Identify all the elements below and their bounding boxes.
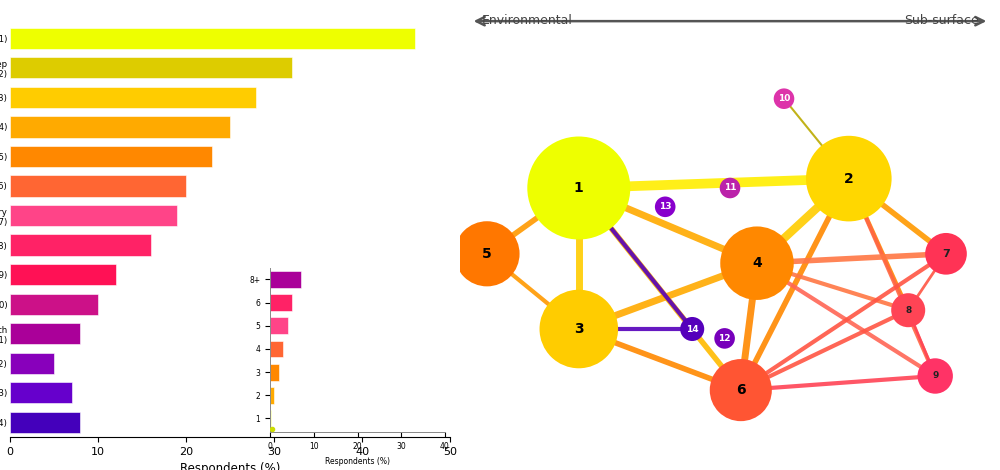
Point xyxy=(749,259,765,267)
Bar xyxy=(270,294,292,311)
Bar xyxy=(10,323,80,345)
Bar xyxy=(10,87,256,108)
Point xyxy=(717,335,733,342)
Text: 6: 6 xyxy=(736,383,746,397)
Bar xyxy=(10,412,80,433)
Point xyxy=(927,372,943,380)
Bar xyxy=(10,146,212,167)
Text: 3: 3 xyxy=(574,322,584,336)
Text: 13: 13 xyxy=(659,202,671,212)
Bar xyxy=(10,294,98,315)
Text: 5: 5 xyxy=(482,247,492,261)
Text: 4: 4 xyxy=(752,256,762,270)
Bar xyxy=(270,387,274,404)
Text: 14: 14 xyxy=(686,324,699,334)
Point xyxy=(684,325,700,333)
X-axis label: Respondents (%): Respondents (%) xyxy=(180,462,280,470)
Text: Environmental: Environmental xyxy=(482,14,572,27)
Bar xyxy=(10,352,54,374)
Bar xyxy=(270,341,283,357)
Point xyxy=(722,184,738,192)
Point xyxy=(657,203,673,211)
Text: 8: 8 xyxy=(905,306,911,315)
Bar xyxy=(10,264,116,285)
Text: 9: 9 xyxy=(932,371,938,381)
Bar xyxy=(270,364,279,381)
Text: 12: 12 xyxy=(718,334,731,343)
Bar xyxy=(270,271,301,288)
Text: 1: 1 xyxy=(574,181,584,195)
Text: 7: 7 xyxy=(942,249,950,259)
Bar xyxy=(10,205,177,226)
Point xyxy=(571,325,587,333)
Point xyxy=(938,250,954,258)
X-axis label: Respondents (%): Respondents (%) xyxy=(325,457,390,466)
Point xyxy=(900,306,916,314)
Point xyxy=(479,250,495,258)
Text: 11: 11 xyxy=(724,183,736,193)
Bar xyxy=(270,410,271,427)
Point xyxy=(571,184,587,192)
Text: 2: 2 xyxy=(844,172,854,186)
Bar xyxy=(10,382,72,403)
Bar xyxy=(10,235,151,256)
Bar xyxy=(10,116,230,138)
Point xyxy=(733,386,749,394)
Text: 10: 10 xyxy=(778,94,790,103)
Text: Sub-surface: Sub-surface xyxy=(904,14,978,27)
Bar xyxy=(270,317,288,334)
Bar xyxy=(10,28,415,49)
Bar xyxy=(10,57,292,78)
Point xyxy=(841,175,857,182)
Point xyxy=(776,95,792,102)
Bar xyxy=(10,175,186,196)
